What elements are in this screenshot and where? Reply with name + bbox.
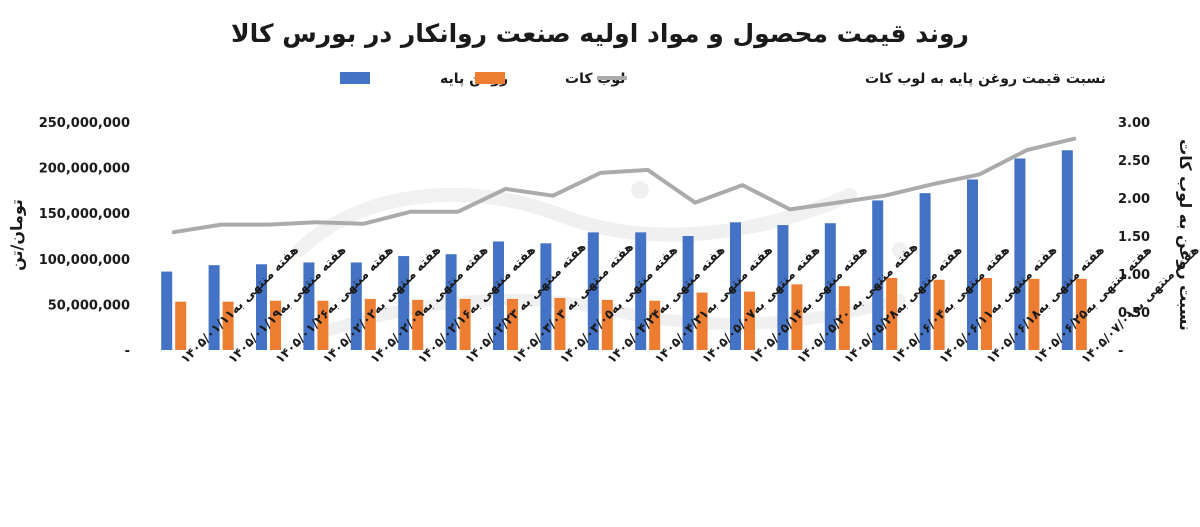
legend-swatch-base-oil [340, 72, 370, 84]
bar-lube-cut [554, 298, 566, 350]
chart-title: روند قیمت محصول و مواد اولیه صنعت روانکا… [231, 19, 969, 49]
bar-lube-cut [222, 301, 234, 350]
bar-lube-cut [649, 300, 661, 350]
bar-lube-cut [175, 301, 187, 350]
bar-lube-cut [744, 291, 755, 350]
bar-base-oil [1014, 158, 1026, 350]
bar-base-oil [824, 223, 836, 350]
bar-base-oil [161, 271, 173, 350]
legend-label-ratio: نسبت قیمت روغن پایه به لوب کات [865, 71, 1106, 87]
bar-lube-cut [1075, 278, 1087, 350]
legend-item-ratio: نسبت قیمت روغن پایه به لوب کات [597, 71, 1106, 87]
y2-tick-label: 1.00 [1118, 268, 1150, 283]
y2-tick-label: 1.50 [1118, 230, 1150, 245]
y2-axis-ticks: - 0.50 1.00 1.50 2.00 2.50 3.00 [1118, 116, 1150, 359]
y-tick-label: 200,000,000 [39, 162, 130, 177]
ratio-line-group [171, 136, 1077, 235]
y-tick-label: 100,000,000 [39, 253, 130, 268]
bar-base-oil [682, 236, 694, 350]
bar-lube-cut [933, 279, 945, 350]
bar-lube-cut [838, 286, 850, 350]
legend: روغن پایه لوب کات نسبت قیمت روغن پایه به… [340, 71, 1106, 87]
bar-base-oil [350, 262, 362, 350]
bar-base-oil [540, 243, 552, 350]
bar-base-oil [919, 193, 931, 350]
y-tick-label: - [125, 344, 130, 359]
bar-lube-cut [981, 277, 992, 350]
bars-group [161, 150, 1087, 350]
bar-base-oil [208, 265, 220, 350]
y2-tick-label: 3.00 [1118, 116, 1150, 131]
bar-lube-cut [886, 277, 898, 350]
y2-tick-label: 0.50 [1118, 306, 1150, 321]
legend-item-lube-cut: لوب کات [475, 71, 625, 87]
y-axis-title: تومان/تن [7, 199, 26, 271]
bar-lube-cut [270, 300, 281, 350]
bar-base-oil [777, 225, 789, 350]
bar-lube-cut [412, 299, 424, 350]
bar-lube-cut [1028, 278, 1040, 350]
bar-base-oil [872, 200, 884, 350]
bar-lube-cut [696, 292, 708, 350]
bar-lube-cut [507, 298, 518, 350]
y2-tick-label: - [1118, 344, 1123, 359]
bar-base-oil [730, 222, 741, 350]
legend-swatch-lube-cut [475, 72, 505, 84]
bar-base-oil [635, 232, 647, 350]
ratio-line [171, 136, 1077, 235]
bar-base-oil [587, 232, 599, 350]
bar-lube-cut [364, 298, 376, 350]
y2-tick-label: 2.50 [1118, 154, 1150, 169]
y-axis-ticks: - 50,000,000 100,000,000 150,000,000 200,000… [39, 116, 130, 359]
bar-base-oil [493, 241, 504, 350]
bar-base-oil [1061, 150, 1073, 350]
bar-lube-cut [601, 299, 613, 350]
bar-lube-cut [317, 300, 329, 350]
bar-base-oil [256, 264, 267, 350]
bar-base-oil [445, 254, 457, 350]
bar-base-oil [398, 256, 410, 350]
legend-label-lube-cut: لوب کات [565, 71, 625, 87]
bar-lube-cut [791, 284, 803, 350]
bar-base-oil [303, 262, 315, 350]
y-tick-label: 150,000,000 [39, 207, 130, 222]
bar-base-oil [967, 179, 978, 350]
y2-tick-label: 2.00 [1118, 192, 1150, 207]
bar-lube-cut [459, 298, 471, 350]
y-tick-label: 50,000,000 [48, 298, 130, 313]
y2-axis-title: نسبت روغن به لوب کات [1176, 139, 1195, 331]
y-tick-label: 250,000,000 [39, 116, 130, 131]
